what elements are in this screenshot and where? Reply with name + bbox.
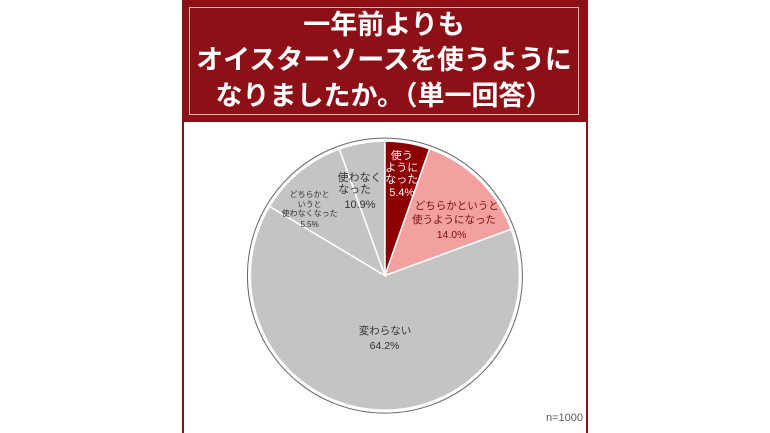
svg-text:64.2%: 64.2% — [370, 340, 400, 352]
svg-text:使わなくなった: 使わなくなった — [282, 208, 338, 218]
svg-text:使わなく: 使わなく — [338, 171, 382, 184]
svg-text:14.0%: 14.0% — [437, 229, 467, 241]
svg-text:どちらかというと: どちらかというと — [415, 200, 499, 212]
svg-text:いうと: いうと — [298, 200, 322, 209]
svg-text:5.5%: 5.5% — [300, 220, 318, 229]
svg-text:なった: なった — [385, 173, 418, 186]
svg-text:10.9%: 10.9% — [344, 199, 375, 211]
svg-text:どちらかと: どちらかと — [290, 190, 330, 199]
svg-text:使うようになった: 使うようになった — [412, 213, 496, 226]
svg-text:なった: なった — [338, 183, 371, 196]
svg-text:使う: 使う — [391, 149, 413, 162]
svg-text:ように: ように — [385, 161, 418, 174]
svg-text:5.4%: 5.4% — [389, 187, 414, 199]
svg-text:変わらない: 変わらない — [359, 324, 412, 337]
